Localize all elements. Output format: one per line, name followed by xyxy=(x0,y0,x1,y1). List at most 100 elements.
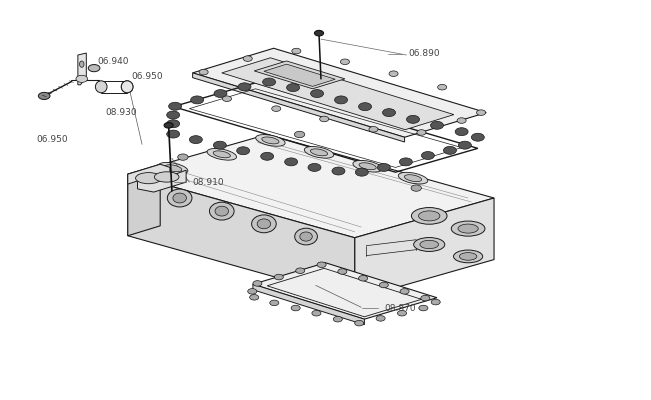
Text: 08.870: 08.870 xyxy=(385,304,416,312)
Ellipse shape xyxy=(294,131,305,138)
Ellipse shape xyxy=(300,232,312,241)
Ellipse shape xyxy=(167,120,180,128)
Ellipse shape xyxy=(121,81,133,93)
Ellipse shape xyxy=(430,121,443,129)
Ellipse shape xyxy=(270,300,279,306)
Ellipse shape xyxy=(353,160,382,172)
Ellipse shape xyxy=(455,128,468,136)
Ellipse shape xyxy=(256,134,285,146)
Ellipse shape xyxy=(314,30,324,36)
Ellipse shape xyxy=(404,175,422,182)
Ellipse shape xyxy=(243,56,252,61)
Polygon shape xyxy=(193,48,486,137)
Ellipse shape xyxy=(431,299,440,305)
Ellipse shape xyxy=(420,240,439,249)
Polygon shape xyxy=(78,53,87,85)
Ellipse shape xyxy=(437,84,447,90)
Polygon shape xyxy=(222,58,454,130)
Polygon shape xyxy=(128,164,186,192)
Ellipse shape xyxy=(215,206,229,216)
Ellipse shape xyxy=(167,130,180,138)
Ellipse shape xyxy=(292,48,301,54)
Ellipse shape xyxy=(135,172,161,184)
Polygon shape xyxy=(253,263,437,319)
Ellipse shape xyxy=(213,151,230,158)
Ellipse shape xyxy=(458,141,471,149)
Ellipse shape xyxy=(207,148,236,160)
Ellipse shape xyxy=(312,310,321,316)
Ellipse shape xyxy=(451,221,485,236)
Ellipse shape xyxy=(457,118,466,123)
Ellipse shape xyxy=(167,111,180,119)
Ellipse shape xyxy=(460,252,477,260)
Text: 08.910: 08.910 xyxy=(193,178,224,187)
Ellipse shape xyxy=(311,90,324,98)
Ellipse shape xyxy=(359,103,372,111)
Polygon shape xyxy=(128,174,355,299)
Ellipse shape xyxy=(443,146,456,154)
Ellipse shape xyxy=(210,202,234,220)
Ellipse shape xyxy=(284,158,298,166)
Ellipse shape xyxy=(238,83,251,91)
Ellipse shape xyxy=(223,96,232,102)
Ellipse shape xyxy=(458,224,478,233)
Text: 06.940: 06.940 xyxy=(98,57,129,66)
Ellipse shape xyxy=(338,269,347,274)
Polygon shape xyxy=(264,64,335,86)
Ellipse shape xyxy=(400,288,409,294)
Ellipse shape xyxy=(158,162,188,174)
Ellipse shape xyxy=(398,172,428,184)
Ellipse shape xyxy=(406,115,419,123)
Ellipse shape xyxy=(169,102,182,110)
Ellipse shape xyxy=(167,189,192,207)
Ellipse shape xyxy=(76,75,88,82)
Ellipse shape xyxy=(262,137,279,144)
Ellipse shape xyxy=(249,294,258,300)
Ellipse shape xyxy=(154,172,179,182)
Polygon shape xyxy=(253,284,365,325)
Ellipse shape xyxy=(400,158,412,166)
Ellipse shape xyxy=(79,61,84,67)
Ellipse shape xyxy=(191,96,204,104)
Ellipse shape xyxy=(199,69,208,75)
Ellipse shape xyxy=(237,147,249,155)
Ellipse shape xyxy=(359,276,368,281)
Ellipse shape xyxy=(355,168,368,176)
Ellipse shape xyxy=(121,81,133,93)
Text: 08.930: 08.930 xyxy=(105,108,137,117)
Polygon shape xyxy=(355,198,494,299)
Ellipse shape xyxy=(304,146,334,158)
Ellipse shape xyxy=(380,282,389,288)
Ellipse shape xyxy=(274,274,283,280)
Ellipse shape xyxy=(262,78,275,86)
Ellipse shape xyxy=(308,164,321,171)
Ellipse shape xyxy=(398,310,406,316)
Ellipse shape xyxy=(378,164,391,171)
Ellipse shape xyxy=(164,122,173,128)
Polygon shape xyxy=(128,134,494,238)
Ellipse shape xyxy=(454,250,482,263)
Ellipse shape xyxy=(389,71,398,76)
Ellipse shape xyxy=(340,59,350,64)
Ellipse shape xyxy=(355,320,364,326)
Ellipse shape xyxy=(189,136,202,144)
Ellipse shape xyxy=(359,163,376,170)
Ellipse shape xyxy=(376,316,385,321)
Ellipse shape xyxy=(291,305,300,311)
Ellipse shape xyxy=(421,295,430,301)
Ellipse shape xyxy=(295,228,318,245)
Ellipse shape xyxy=(251,215,276,233)
Ellipse shape xyxy=(214,90,227,98)
Ellipse shape xyxy=(173,193,186,203)
Ellipse shape xyxy=(253,281,262,286)
Ellipse shape xyxy=(260,152,273,160)
Ellipse shape xyxy=(333,316,342,322)
Ellipse shape xyxy=(413,238,445,252)
Ellipse shape xyxy=(96,81,107,93)
Ellipse shape xyxy=(383,109,396,116)
Ellipse shape xyxy=(417,130,426,135)
Ellipse shape xyxy=(317,262,326,268)
Ellipse shape xyxy=(411,185,421,191)
Ellipse shape xyxy=(411,208,447,224)
Ellipse shape xyxy=(421,152,434,160)
